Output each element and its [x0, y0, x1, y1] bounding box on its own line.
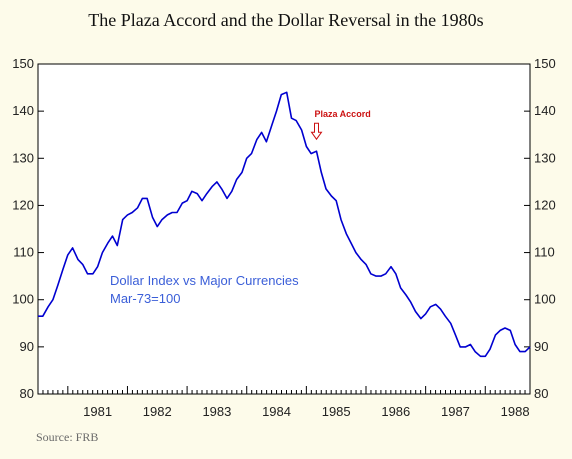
plot-area [37, 63, 531, 395]
annotation-layer: Plaza Accord [310, 109, 371, 141]
x-tick-label: 1981 [83, 404, 112, 419]
x-tick-label: 1986 [381, 404, 410, 419]
y-tick-label-left: 110 [13, 245, 34, 260]
x-tick-label: 1983 [202, 404, 231, 419]
y-tick-label-right: 120 [534, 197, 556, 212]
chart-title: The Plaza Accord and the Dollar Reversal… [88, 10, 484, 30]
x-tick-label: 1988 [501, 404, 530, 419]
y-tick-label-right: 150 [534, 56, 556, 71]
y-tick-label-right: 100 [534, 292, 556, 307]
annotation-arrow [310, 122, 323, 141]
y-tick-label-right: 130 [534, 150, 556, 165]
axes: 80 80 90 90 100 100 110 110 120 120 130 130 140 140 15… [12, 56, 555, 419]
x-tick-label: 1982 [143, 404, 172, 419]
y-tick-label-left: 80 [20, 386, 34, 401]
x-tick-label: 1987 [441, 404, 470, 419]
chart-source: Source: FRB [36, 430, 99, 444]
y-tick-label-right: 110 [534, 245, 555, 260]
series-label-line-1: Dollar Index vs Major Currencies [110, 273, 299, 288]
y-tick-label-right: 80 [534, 386, 548, 401]
y-tick-label-right: 140 [534, 103, 556, 118]
y-tick-label-left: 100 [12, 292, 34, 307]
series-line [38, 91, 531, 358]
y-tick-label-left: 150 [12, 56, 34, 71]
y-tick-label-left: 120 [12, 197, 34, 212]
x-tick-label: 1985 [322, 404, 351, 419]
y-tick-label-left: 90 [20, 339, 34, 354]
y-tick-label-right: 90 [534, 339, 548, 354]
y-tick-label-left: 140 [12, 103, 34, 118]
y-tick-label-left: 130 [12, 150, 34, 165]
x-tick-label: 1984 [262, 404, 291, 419]
series-layer [38, 91, 531, 358]
annotation-label: Plaza Accord [315, 109, 371, 119]
series-label-line-2: Mar-73=100 [110, 291, 180, 306]
